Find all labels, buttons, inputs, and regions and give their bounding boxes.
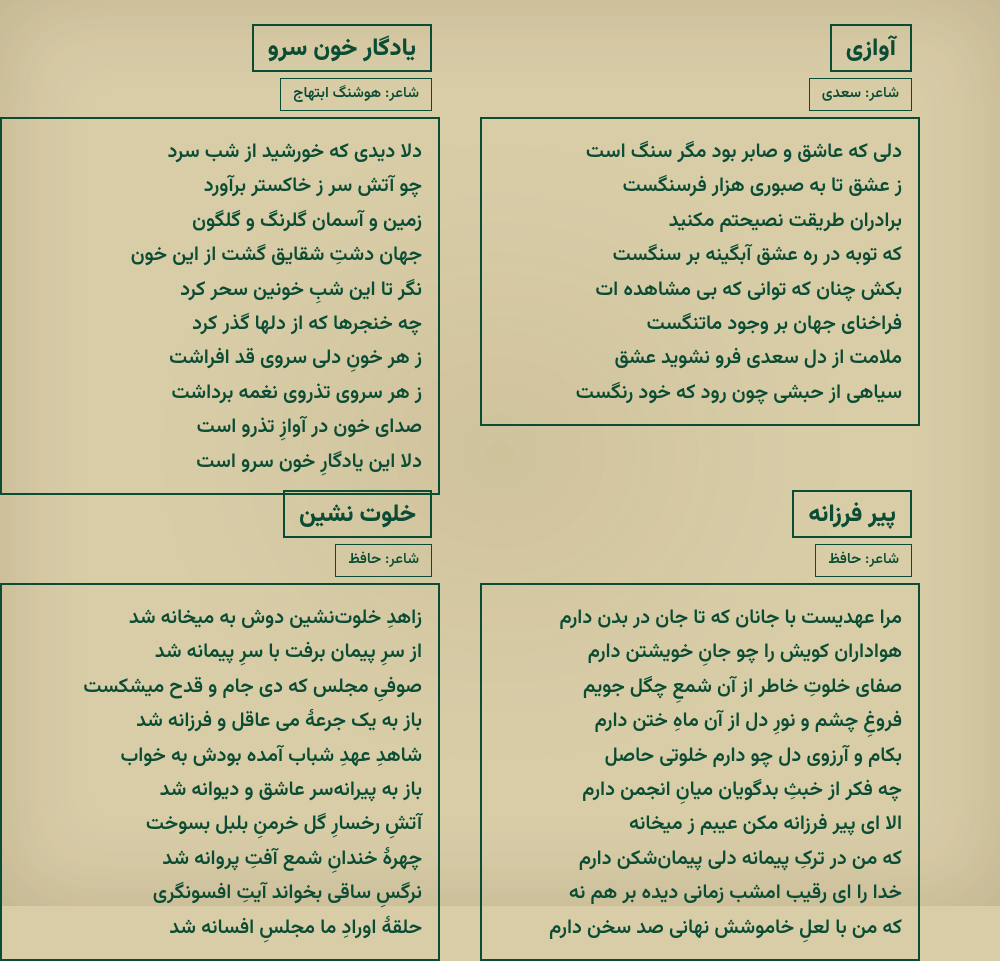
poem-line: که من در ترکِ پیمانه دلی پیمان‌شکن دارم [500, 842, 902, 876]
poet-name: حافظ [348, 549, 381, 572]
poem-line: برادران طریقت نصیحتم مکنید [500, 204, 902, 238]
poem-author: شاعر: حافظ [815, 544, 912, 577]
poem-line: زمین و آسمان گلرنگ و گلگون [20, 204, 422, 238]
poem-line: شاهدِ عهدِ شباب آمده بودش به خواب [20, 739, 422, 773]
poem-line: فروغِ چشم و نورِ دل از آن ماهِ ختن دارم [500, 704, 902, 738]
poem-header: آوازی شاعر: سعدی [809, 24, 920, 111]
poem-line: ملامت از دل سعدی فرو نشوید عشق [500, 341, 902, 375]
poem-header: خلوت نشین شاعر: حافظ [283, 490, 440, 577]
poem-title: پیر فرزانه [792, 490, 912, 538]
poem-line: که من با لعلِ خاموشش نهانی صد سخن دارم [500, 911, 902, 945]
poem-line: الا ای پیر فرزانه مکن عیبم ز میخانه [500, 807, 902, 841]
poem-header: یادگار خون سرو شاعر: هوشنگ ابتهاج [252, 24, 440, 111]
poem-line: فراخنای جهان بر وجود ماتنگست [500, 307, 902, 341]
poem-line: دلا دیدی که خورشید از شب سرد [20, 135, 422, 169]
poem-khalvat: خلوت نشین شاعر: حافظ زاهدِ خلوت‌نشین دوش… [0, 490, 440, 961]
poem-body: دلا دیدی که خورشید از شب سرد چو آتش سر ز… [0, 117, 440, 495]
poem-line: نگر تا این شبِ خونین سحر کرد [20, 273, 422, 307]
poet-name: حافظ [828, 549, 861, 572]
poem-line: آتشِ رخسارِ گل خرمنِ بلبل بسوخت [20, 807, 422, 841]
poem-line: دلا این یادگارِ خون سرو است [20, 445, 422, 479]
poet-name: هوشنگ ابتهاج [293, 83, 381, 106]
poet-label: شاعر: [385, 83, 419, 106]
poet-label: شاعر: [865, 549, 899, 572]
poem-body: دلی که عاشق و صابر بود مگر سنگ است ز عشق… [480, 117, 920, 426]
poem-line: هواداران کویش را چو جانِ خویشتن دارم [500, 635, 902, 669]
poem-line: چه خنجرها که از دلها گذر کرد [20, 307, 422, 341]
poem-line: بکش چنان که توانی که بی مشاهده ات [500, 273, 902, 307]
poem-author: شاعر: سعدی [809, 78, 912, 111]
poem-pir-farzaneh: پیر فرزانه شاعر: حافظ مرا عهدیست با جانا… [480, 490, 920, 961]
poem-body: زاهدِ خلوت‌نشین دوش به میخانه شد از سرِ … [0, 583, 440, 961]
poem-line: صفای خلوتِ خاطر از آن شمعِ چگل جویم [500, 670, 902, 704]
poem-line: زاهدِ خلوت‌نشین دوش به میخانه شد [20, 601, 422, 635]
poem-yadgar: یادگار خون سرو شاعر: هوشنگ ابتهاج دلا دی… [0, 24, 440, 495]
poem-line: ز عشق تا به صبوری هزار فرسنگست [500, 169, 902, 203]
poem-line: مرا عهدیست با جانان که تا جان در بدن دار… [500, 601, 902, 635]
poem-line: باز به پیرانه‌سر عاشق و دیوانه شد [20, 773, 422, 807]
poem-line: چو آتش سر ز خاکستر برآورد [20, 169, 422, 203]
poem-line: خدا را ای رقیب امشب زمانی دیده بر هم نه [500, 876, 902, 910]
poem-line: دلی که عاشق و صابر بود مگر سنگ است [500, 135, 902, 169]
poem-line: چهرهٔ خندانِ شمع آفتِ پروانه شد [20, 842, 422, 876]
poem-line: که توبه در ره عشق آبگینه بر سنگست [500, 238, 902, 272]
poem-line: چه فکر از خبثِ بدگویان میانِ انجمن دارم [500, 773, 902, 807]
poet-label: شاعر: [385, 549, 419, 572]
poem-title: خلوت نشین [283, 490, 432, 538]
poem-line: باز به یک جرعهٔ می عاقل و فرزانه شد [20, 704, 422, 738]
poem-line: از سرِ پیمان برفت با سرِ پیمانه شد [20, 635, 422, 669]
poem-line: صوفیِ مجلس که دی جام و قدح میشکست [20, 670, 422, 704]
poet-name: سعدی [822, 83, 861, 106]
poem-author: شاعر: حافظ [335, 544, 432, 577]
poem-title: آوازی [830, 24, 912, 72]
poem-body: مرا عهدیست با جانان که تا جان در بدن دار… [480, 583, 920, 961]
poem-line: سیاهی از حبشی چون رود که خود رنگست [500, 376, 902, 410]
poem-author: شاعر: هوشنگ ابتهاج [280, 78, 432, 111]
poem-line: ز هر سروی تذروی نغمه برداشت [20, 376, 422, 410]
poem-line: صدای خون در آوازِ تذرو است [20, 410, 422, 444]
poem-line: نرگسِ ساقی بخواند آیتِ افسونگری [20, 876, 422, 910]
poem-line: جهان دشتِ شقایق گشت از این خون [20, 238, 422, 272]
poem-avazi: آوازی شاعر: سعدی دلی که عاشق و صابر بود … [480, 24, 920, 426]
poem-line: حلقهٔ اورادِ ما مجلسِ افسانه شد [20, 911, 422, 945]
page: آوازی شاعر: سعدی دلی که عاشق و صابر بود … [0, 0, 1000, 906]
poet-label: شاعر: [865, 83, 899, 106]
poem-header: پیر فرزانه شاعر: حافظ [792, 490, 920, 577]
poem-line: ز هر خونِ دلی سروی قد افراشت [20, 341, 422, 375]
poem-title: یادگار خون سرو [252, 24, 432, 72]
poem-line: بکام و آرزوی دل چو دارم خلوتی حاصل [500, 739, 902, 773]
